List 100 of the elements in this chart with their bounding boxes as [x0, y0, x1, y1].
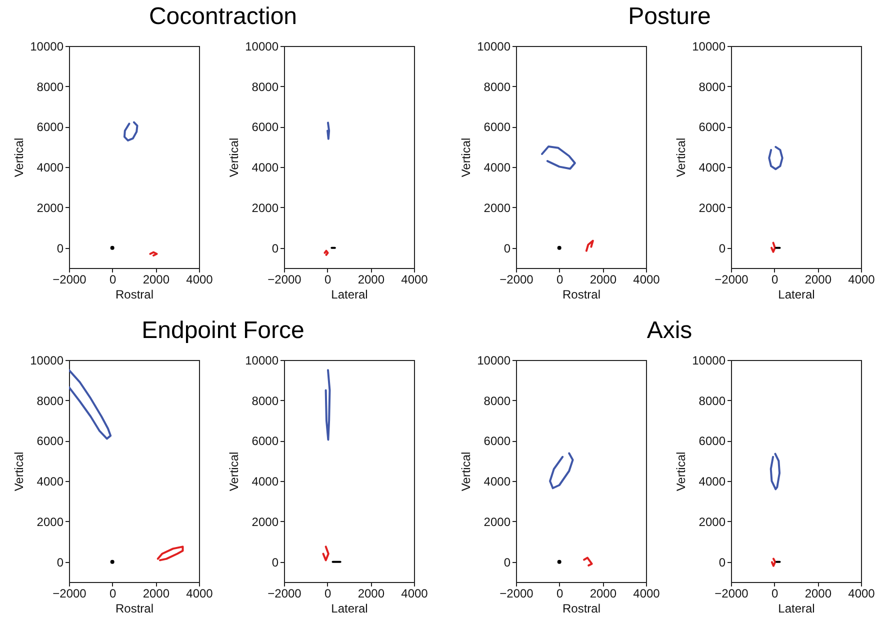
y-tick-label: 0 [718, 555, 726, 570]
x-tick-label: −2000 [499, 272, 534, 286]
y-tick-label: 10000 [245, 354, 279, 368]
y-tick-label: 10000 [692, 354, 726, 368]
y-tick-label: 6000 [252, 120, 279, 134]
line-series [584, 240, 594, 252]
y-tick-label: 6000 [36, 434, 64, 448]
y-tick-label: 8000 [698, 394, 726, 408]
line-series [156, 546, 184, 562]
y-tick-label: 8000 [252, 80, 279, 94]
x-tick-label: 0 [109, 586, 116, 600]
x-axis-title: Lateral [331, 602, 368, 616]
y-tick-label: 8000 [36, 80, 64, 94]
line-series [123, 121, 138, 142]
x-tick-label: 4000 [632, 272, 660, 286]
y-tick-label: 0 [56, 241, 64, 256]
y-axis-title: Vertical [674, 452, 688, 492]
line-series [540, 146, 576, 170]
y-tick-label: 6000 [483, 120, 510, 134]
x-tick-label: −2000 [714, 586, 748, 600]
y-tick-label: 6000 [483, 434, 510, 448]
x-tick-label: 0 [556, 272, 563, 286]
y-tick-label: 0 [503, 555, 510, 570]
x-axis-title: Lateral [331, 288, 368, 302]
x-axis-title: Lateral [778, 288, 814, 302]
y-tick-label: 4000 [36, 474, 64, 489]
x-tick-label: 4000 [632, 586, 660, 600]
y-tick-label: 2000 [36, 200, 64, 215]
x-tick-label: 4000 [186, 272, 214, 286]
line-series [770, 558, 776, 567]
chart-title: Endpoint Force [140, 316, 306, 346]
y-tick-label: 0 [503, 241, 510, 256]
x-tick-label: −2000 [499, 586, 534, 600]
y-tick-label: 8000 [483, 80, 510, 94]
y-tick-label: 10000 [245, 40, 279, 54]
y-axis-title: Vertical [12, 452, 26, 492]
y-tick-label: 2000 [698, 514, 726, 529]
y-tick-label: 4000 [483, 160, 510, 175]
y-tick-label: 2000 [252, 514, 279, 529]
y-tick-label: 4000 [252, 474, 279, 489]
y-tick-label: 2000 [36, 514, 64, 529]
x-tick-label: 2000 [804, 272, 832, 286]
line-series [582, 556, 592, 566]
x-tick-label: 2000 [358, 586, 385, 600]
y-axis-title: Vertical [227, 452, 242, 492]
x-tick-label: 0 [324, 272, 332, 286]
chart-title: Posture [627, 2, 712, 32]
y-tick-label: 10000 [476, 354, 510, 368]
y-tick-label: 10000 [30, 354, 64, 368]
x-tick-label: 4000 [401, 586, 428, 600]
y-axis-title: Vertical [458, 452, 473, 492]
y-axis-title: Vertical [674, 138, 688, 178]
y-tick-label: 2000 [698, 200, 726, 215]
y-tick-label: 0 [272, 241, 279, 256]
x-tick-label: 4000 [401, 272, 428, 286]
y-tick-label: 4000 [698, 160, 726, 175]
x-tick-label: 4000 [186, 586, 214, 600]
x-tick-label: 2000 [804, 586, 832, 600]
x-tick-label: −2000 [268, 586, 302, 600]
y-tick-label: 0 [56, 555, 64, 570]
y-tick-label: 4000 [252, 160, 279, 175]
line-series [324, 369, 331, 441]
chart-title: Cocontraction [148, 2, 298, 32]
x-tick-label: 2000 [589, 586, 616, 600]
x-tick-label: 2000 [142, 586, 170, 600]
x-tick-label: −2000 [52, 272, 87, 286]
y-axis-title: Vertical [227, 138, 242, 178]
line-series [548, 452, 574, 490]
line-series [69, 369, 112, 440]
y-tick-label: 0 [718, 241, 726, 256]
x-tick-label: 0 [770, 586, 778, 600]
x-axis-title: Rostral [115, 288, 154, 302]
y-tick-label: 6000 [698, 120, 726, 134]
x-tick-label: −2000 [714, 272, 748, 286]
y-tick-label: 6000 [36, 120, 64, 134]
y-tick-label: 4000 [698, 474, 726, 489]
x-tick-label: 4000 [848, 272, 875, 286]
y-axis-title: Vertical [458, 138, 473, 178]
y-tick-label: 6000 [698, 434, 726, 448]
x-tick-label: 0 [770, 272, 778, 286]
x-tick-label: 4000 [848, 586, 875, 600]
y-tick-label: 4000 [483, 474, 510, 489]
chart-title: Axis [646, 316, 694, 346]
y-tick-label: 8000 [698, 80, 726, 94]
x-axis-title: Rostral [562, 288, 600, 302]
y-tick-label: 10000 [30, 40, 64, 54]
y-tick-label: 2000 [252, 200, 279, 215]
x-tick-label: 2000 [358, 272, 385, 286]
y-tick-label: 0 [272, 555, 279, 570]
y-tick-label: 10000 [476, 40, 510, 54]
y-tick-label: 4000 [36, 160, 64, 175]
y-tick-label: 8000 [36, 394, 64, 408]
y-axis-title: Vertical [12, 138, 26, 178]
x-axis-title: Rostral [115, 602, 154, 616]
x-axis-title: Lateral [778, 602, 814, 616]
line-series [769, 452, 780, 490]
x-tick-label: 0 [556, 586, 563, 600]
x-tick-label: 2000 [142, 272, 170, 286]
x-axis-title: Rostral [562, 602, 600, 616]
x-tick-label: 0 [324, 586, 332, 600]
